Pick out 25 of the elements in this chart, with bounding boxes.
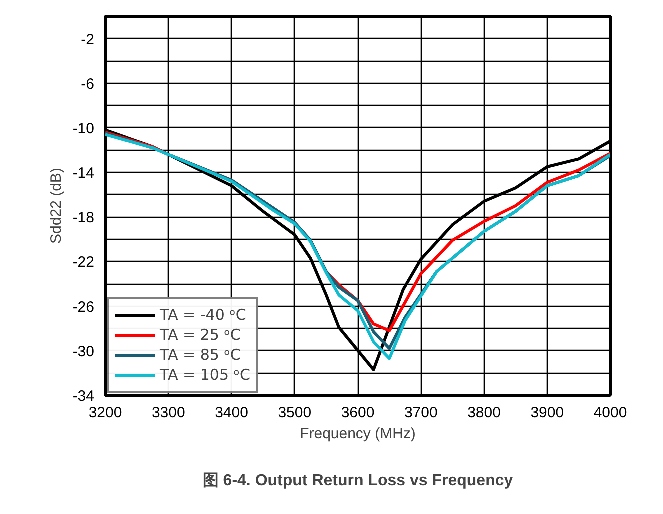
y-tick-label: -6 (81, 76, 95, 93)
x-tick-label: 3300 (152, 404, 186, 422)
y-tick-label: -34 (72, 388, 95, 405)
legend-label: TA = 105 ᵒC (160, 366, 250, 384)
x-tick-label: 3600 (341, 404, 375, 422)
y-tick-label: -10 (72, 120, 95, 138)
y-tick-label: -22 (72, 254, 95, 272)
legend-label: TA = -40 ᵒC (160, 306, 246, 324)
y-tick-label: -18 (72, 210, 95, 227)
y-tick-label: -26 (72, 298, 95, 316)
x-tick-label: 3800 (468, 404, 501, 422)
legend-label: TA = 25 ᵒC (160, 326, 241, 344)
x-tick-label: 3700 (404, 404, 438, 422)
x-tick-label: 3400 (215, 404, 248, 422)
x-tick-label: 3900 (530, 404, 564, 422)
x-axis-title: Frequency (MHz) (300, 426, 416, 442)
x-tick-label: 4000 (594, 404, 628, 422)
x-tick-label: 3500 (278, 404, 312, 422)
text: 图 6-4. Output Return Loss vs Frequency (202, 472, 514, 490)
y-tick-label: -14 (72, 165, 95, 182)
y-tick-label: -2 (81, 31, 95, 48)
legend-label: TA = 85 ᵒC (160, 346, 241, 364)
y-tick-label: -30 (72, 343, 95, 360)
y-axis-title: Sdd22 (dB) (48, 168, 65, 244)
x-tick-label: 3200 (88, 404, 122, 422)
